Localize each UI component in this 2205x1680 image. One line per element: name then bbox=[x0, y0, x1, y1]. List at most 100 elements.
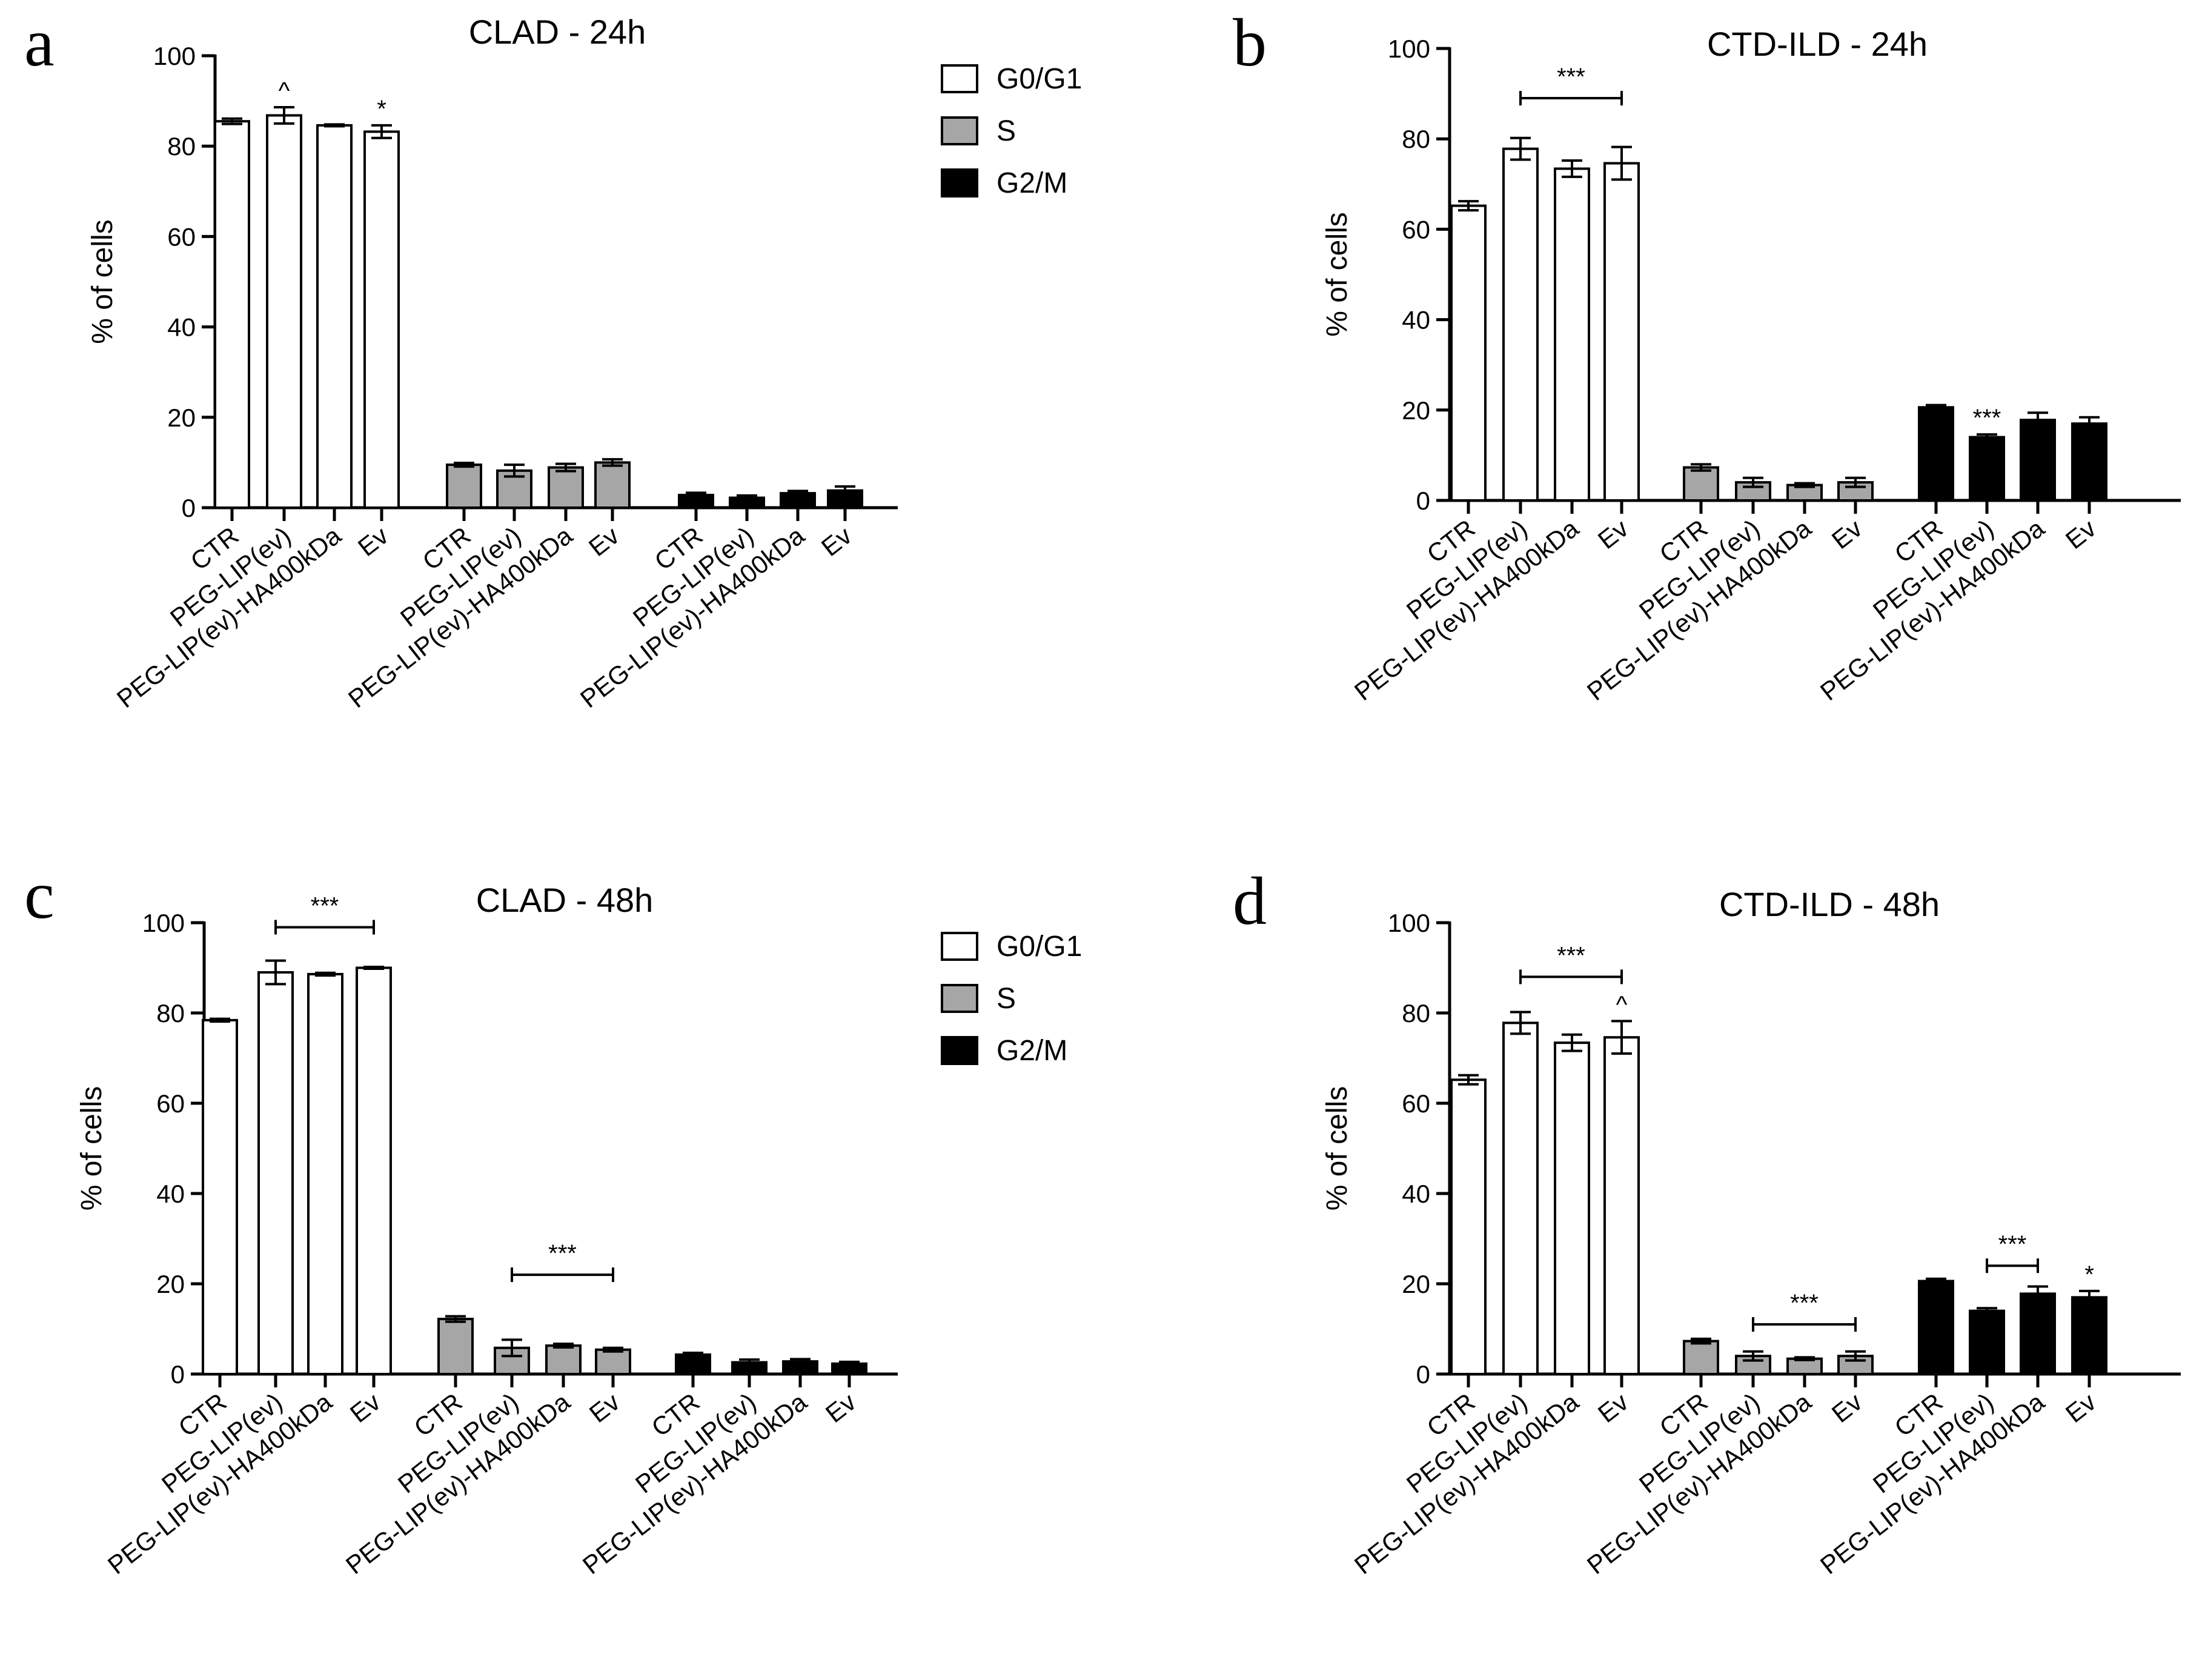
significance-mark: ^ bbox=[1616, 991, 1628, 1018]
bar-s bbox=[1683, 1340, 1719, 1375]
y-tick-label: 0 bbox=[1416, 486, 1430, 515]
chart-title: CTD-ILD - 48h bbox=[1719, 885, 1940, 923]
bar-g2m bbox=[1918, 406, 1954, 502]
legend-swatch bbox=[941, 64, 978, 93]
x-category-label: Ev bbox=[1593, 1387, 1634, 1428]
bar-g0g1 bbox=[1554, 1041, 1590, 1376]
legend-swatch bbox=[941, 116, 978, 145]
y-tick-label: 0 bbox=[1416, 1360, 1430, 1389]
y-tick-label: 0 bbox=[182, 494, 196, 522]
legend-label: G2/M bbox=[996, 167, 1067, 199]
bar-g0g1 bbox=[1502, 1021, 1539, 1375]
x-category-label: Ev bbox=[816, 521, 857, 562]
y-tick-label: 40 bbox=[1402, 1180, 1430, 1208]
x-category-label: Ev bbox=[353, 521, 394, 562]
chart-panel-c: c CLAD - 48h% of cells020406080100CTRPEG-… bbox=[24, 858, 1082, 1579]
significance-mark: *** bbox=[1973, 405, 2001, 431]
legend-label: G0/G1 bbox=[996, 931, 1082, 963]
y-tick-label: 20 bbox=[167, 403, 196, 432]
bar-g2m bbox=[2020, 1292, 2056, 1375]
bar-s bbox=[446, 463, 482, 510]
bar-g0g1 bbox=[1603, 1036, 1640, 1375]
y-tick-label: 100 bbox=[153, 42, 196, 70]
legend-swatch bbox=[941, 984, 978, 1013]
significance-mark: *** bbox=[311, 892, 339, 919]
significance-mark: *** bbox=[1790, 1290, 1819, 1316]
x-category-label: Ev bbox=[1826, 514, 1868, 554]
x-category-label: Ev bbox=[820, 1387, 861, 1428]
y-tick-label: 40 bbox=[1402, 306, 1430, 334]
y-axis-label: % of cells bbox=[1321, 1086, 1353, 1210]
bar-g0g1 bbox=[1603, 162, 1640, 502]
y-tick-label: 60 bbox=[1402, 1089, 1430, 1118]
y-tick-label: 20 bbox=[1402, 1270, 1430, 1298]
bar-g2m bbox=[2020, 419, 2056, 502]
bar-s bbox=[1683, 466, 1719, 502]
y-tick-label: 80 bbox=[156, 999, 185, 1028]
bar-s bbox=[437, 1318, 474, 1376]
significance-mark: ^ bbox=[279, 78, 290, 104]
chart-title: CTD-ILD - 24h bbox=[1707, 25, 1928, 63]
legend: G0/G1 S G2/M bbox=[941, 63, 1082, 199]
significance-mark: *** bbox=[1557, 64, 1585, 90]
bar-g0g1 bbox=[307, 972, 343, 1376]
y-axis-label: % of cells bbox=[87, 219, 119, 344]
bar-g0g1 bbox=[1554, 167, 1590, 502]
y-tick-label: 40 bbox=[167, 313, 196, 342]
chart-panel-a: a CLAD - 24h% of cells020406080100CTRPEG-… bbox=[24, 5, 1082, 713]
x-category-label: Ev bbox=[583, 521, 625, 562]
legend: G0/G1 S G2/M bbox=[941, 931, 1082, 1067]
bar-s bbox=[548, 466, 584, 510]
significance-mark: *** bbox=[1998, 1231, 2027, 1258]
x-category-label: Ev bbox=[345, 1387, 386, 1428]
chart-title: CLAD - 24h bbox=[469, 13, 646, 51]
bar-g0g1 bbox=[1450, 1078, 1487, 1375]
legend-swatch bbox=[941, 1036, 978, 1065]
bar-g0g1 bbox=[1502, 147, 1539, 502]
bar-g0g1 bbox=[266, 114, 302, 510]
bar-g0g1 bbox=[316, 124, 353, 510]
significance-mark: *** bbox=[548, 1240, 577, 1267]
y-tick-label: 100 bbox=[1388, 909, 1430, 937]
panel-letter: c bbox=[24, 858, 55, 933]
bar-g2m bbox=[2071, 422, 2107, 502]
bar-g0g1 bbox=[214, 120, 250, 510]
bar-g0g1 bbox=[257, 971, 294, 1375]
legend-swatch bbox=[941, 168, 978, 198]
bar-g0g1 bbox=[356, 966, 392, 1375]
significance-mark: * bbox=[377, 96, 386, 122]
panel-letter: a bbox=[24, 5, 55, 81]
y-tick-label: 60 bbox=[156, 1089, 185, 1118]
legend-label: G0/G1 bbox=[996, 63, 1082, 95]
x-category-label: Ev bbox=[2060, 1387, 2101, 1428]
legend-swatch bbox=[941, 932, 978, 961]
chart-panel-b: b CTD-ILD - 24h% of cells020406080100CTRP… bbox=[1233, 5, 2181, 706]
x-category-label: Ev bbox=[1593, 514, 1634, 554]
legend-label: S bbox=[996, 115, 1016, 147]
y-tick-label: 60 bbox=[167, 222, 196, 251]
bar-g2m bbox=[2071, 1296, 2107, 1376]
x-category-label: Ev bbox=[2060, 514, 2101, 554]
bar-g0g1 bbox=[363, 130, 400, 509]
y-tick-label: 100 bbox=[142, 909, 185, 937]
chart-panel-d: d CTD-ILD - 48h% of cells020406080100CTRP… bbox=[1233, 864, 2181, 1579]
y-tick-label: 80 bbox=[1402, 999, 1430, 1028]
bar-s bbox=[595, 1348, 631, 1376]
bar-g0g1 bbox=[202, 1018, 238, 1376]
y-tick-label: 80 bbox=[1402, 125, 1430, 153]
y-tick-label: 100 bbox=[1388, 35, 1430, 63]
y-tick-label: 40 bbox=[156, 1180, 185, 1208]
panel-letter: b bbox=[1233, 5, 1267, 81]
y-tick-label: 0 bbox=[171, 1360, 185, 1389]
y-axis-label: % of cells bbox=[76, 1086, 108, 1210]
bar-g2m bbox=[1969, 436, 2005, 502]
significance-mark: *** bbox=[1557, 942, 1585, 969]
x-category-label: Ev bbox=[1826, 1387, 1868, 1428]
bar-s bbox=[545, 1344, 582, 1375]
y-tick-label: 20 bbox=[1402, 396, 1430, 425]
legend-label: G2/M bbox=[996, 1035, 1067, 1067]
bar-s bbox=[594, 461, 631, 510]
bar-g0g1 bbox=[1450, 204, 1487, 502]
chart-title: CLAD - 48h bbox=[476, 881, 654, 919]
